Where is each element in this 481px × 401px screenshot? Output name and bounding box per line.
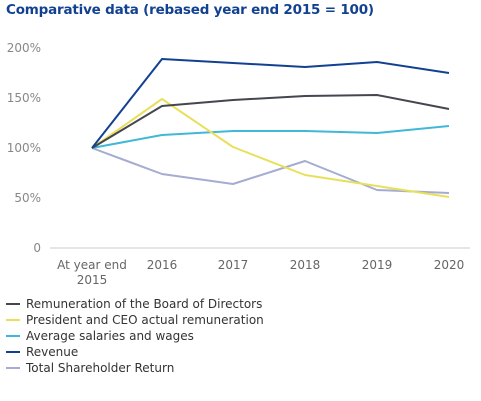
legend-swatch (6, 303, 20, 305)
legend-swatch (6, 351, 20, 353)
x-axis-ticks: At year end 2015 2016 2017 2018 2019 2020 (57, 258, 464, 287)
legend-label: Revenue (26, 345, 79, 359)
series-line-2 (91, 125, 450, 149)
x-tick-label: 2020 (434, 258, 465, 272)
x-tick-label: 2017 (218, 258, 249, 272)
legend-item: President and CEO actual remuneration (6, 312, 264, 328)
chart-title: Comparative data (rebased year end 2015 … (6, 2, 374, 18)
series-line-3 (91, 58, 450, 149)
legend-label: Average salaries and wages (26, 329, 194, 343)
legend-item: Average salaries and wages (6, 328, 264, 344)
legend-swatch (6, 335, 20, 337)
y-axis-ticks: 0 50% 100% 150% 200% (7, 41, 41, 255)
series-line-0 (91, 94, 450, 149)
x-tick-label: 2016 (147, 258, 178, 272)
legend-label: Remuneration of the Board of Directors (26, 297, 263, 311)
series-line-4 (91, 147, 450, 194)
legend-item: Remuneration of the Board of Directors (6, 296, 264, 312)
legend: Remuneration of the Board of Directors Pr… (6, 296, 264, 376)
series-lines (91, 58, 450, 198)
x-tick-label: At year end 2015 (57, 258, 127, 287)
legend-item: Revenue (6, 344, 264, 360)
y-tick-label: 50% (14, 191, 41, 205)
legend-label: President and CEO actual remuneration (26, 313, 264, 327)
x-tick-label: 2018 (290, 258, 321, 272)
legend-item: Total Shareholder Return (6, 360, 264, 376)
y-tick-label: 0 (33, 241, 41, 255)
x-tick-label: 2019 (362, 258, 393, 272)
y-tick-label: 150% (7, 91, 41, 105)
y-tick-label: 200% (7, 41, 41, 55)
legend-swatch (6, 319, 20, 321)
series-line-1 (91, 98, 450, 198)
legend-label: Total Shareholder Return (26, 361, 175, 375)
y-tick-label: 100% (7, 141, 41, 155)
legend-swatch (6, 367, 20, 369)
